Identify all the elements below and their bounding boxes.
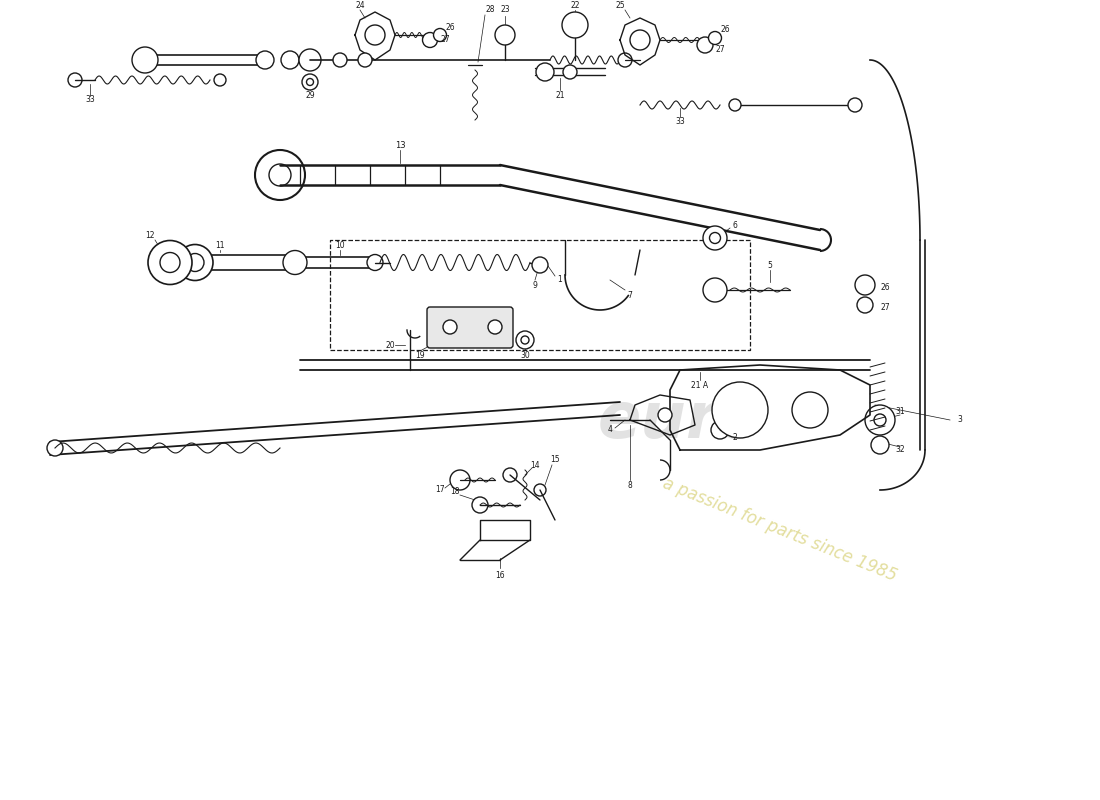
Text: 27: 27 [715,46,725,54]
Circle shape [865,405,895,435]
Circle shape [280,51,299,69]
Text: 9: 9 [532,281,538,290]
Circle shape [703,278,727,302]
Circle shape [299,49,321,71]
Circle shape [472,497,488,513]
Circle shape [488,320,502,334]
Circle shape [68,73,82,87]
Text: 27: 27 [440,35,450,45]
Circle shape [792,392,828,428]
Circle shape [503,468,517,482]
Text: 21: 21 [556,90,564,99]
Text: 29: 29 [305,90,315,99]
Text: 26: 26 [720,26,729,34]
Text: 26: 26 [446,23,454,33]
Circle shape [358,53,372,67]
Circle shape [495,25,515,45]
Text: 8: 8 [628,481,632,490]
Text: 23: 23 [500,6,509,14]
Text: 27: 27 [880,302,890,311]
Text: 33: 33 [85,95,95,105]
Circle shape [855,275,875,295]
Circle shape [618,53,632,67]
Text: 18: 18 [450,487,460,497]
Circle shape [871,436,889,454]
Circle shape [874,414,886,426]
Circle shape [710,233,720,243]
Text: 1: 1 [558,275,562,285]
Circle shape [443,320,456,334]
Circle shape [712,382,768,438]
Circle shape [658,408,672,422]
Text: 16: 16 [495,570,505,579]
Text: 31: 31 [895,407,905,417]
Circle shape [132,47,158,73]
Text: 20: 20 [385,341,395,350]
Text: 15: 15 [550,455,560,465]
Circle shape [148,241,192,285]
Text: 24: 24 [355,1,365,10]
Text: 33: 33 [675,118,685,126]
Text: 5: 5 [768,261,772,270]
Text: 13: 13 [395,141,405,150]
Circle shape [450,470,470,490]
Circle shape [256,51,274,69]
Circle shape [47,440,63,456]
Circle shape [563,65,578,79]
Circle shape [433,29,447,42]
Text: 3: 3 [958,415,962,425]
Text: euro: euro [598,389,762,451]
Circle shape [708,31,722,45]
Circle shape [848,98,862,112]
Text: 2: 2 [733,434,737,442]
Circle shape [160,253,180,273]
Circle shape [630,30,650,50]
Text: 14: 14 [530,461,540,470]
Circle shape [532,257,548,273]
Circle shape [270,164,292,186]
Circle shape [367,254,383,270]
Circle shape [729,99,741,111]
Circle shape [177,245,213,281]
Circle shape [333,53,346,67]
Text: 7: 7 [628,290,632,299]
Circle shape [536,63,554,81]
Circle shape [697,37,713,53]
Circle shape [307,78,314,86]
Circle shape [283,250,307,274]
Text: 19: 19 [415,350,425,359]
Text: 25: 25 [615,1,625,10]
FancyBboxPatch shape [427,307,513,348]
Circle shape [562,12,588,38]
Text: 26: 26 [880,282,890,291]
Text: 30: 30 [520,350,530,359]
Circle shape [703,226,727,250]
Circle shape [521,336,529,344]
Text: 6: 6 [733,221,737,230]
Text: 10: 10 [336,241,344,250]
Circle shape [422,33,438,47]
Text: 28: 28 [485,6,495,14]
Text: a passion for parts since 1985: a passion for parts since 1985 [660,474,900,586]
Text: 22: 22 [570,1,580,10]
Text: 17: 17 [436,486,444,494]
Text: 11: 11 [216,241,224,250]
Circle shape [186,254,204,271]
Circle shape [711,421,729,439]
Circle shape [534,484,546,496]
Circle shape [516,331,534,349]
Text: 12: 12 [145,230,155,239]
Circle shape [302,74,318,90]
Text: 4: 4 [607,426,613,434]
Text: 21 A: 21 A [692,381,708,390]
Circle shape [214,74,225,86]
Circle shape [857,297,873,313]
Circle shape [365,25,385,45]
Circle shape [255,150,305,200]
Text: 32: 32 [895,446,905,454]
